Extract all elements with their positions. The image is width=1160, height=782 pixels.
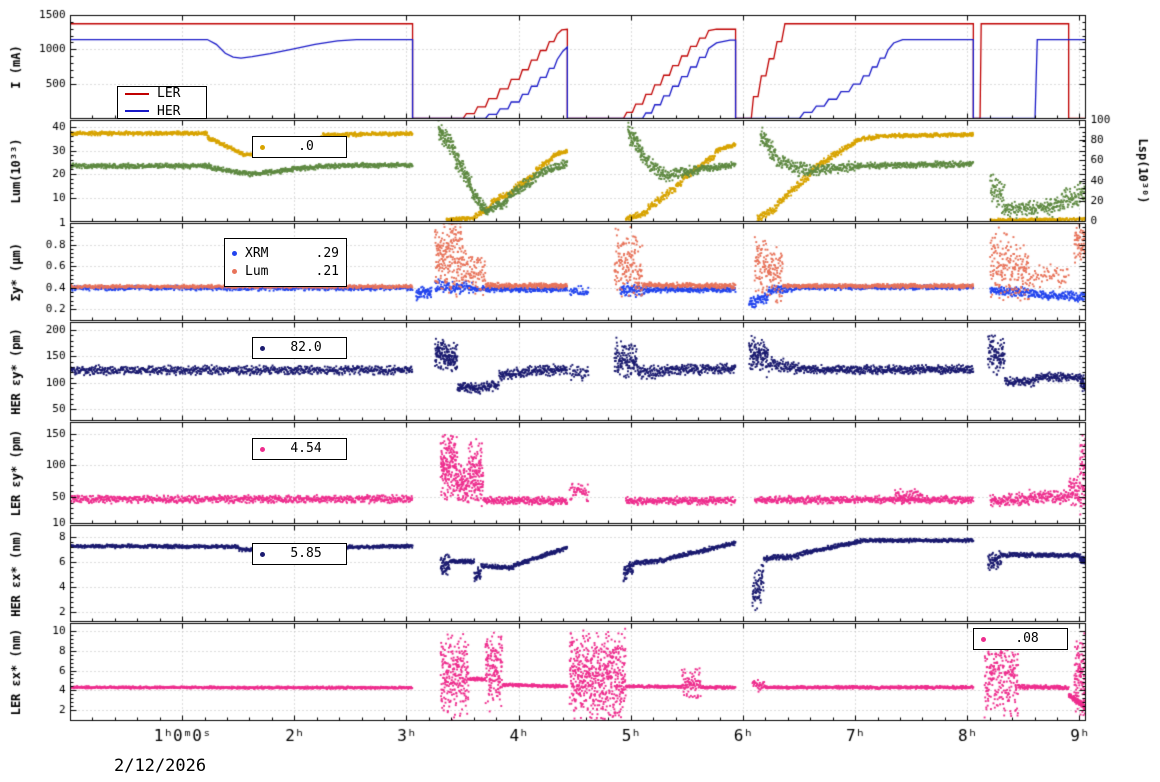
ler-line-sample-icon <box>125 92 149 95</box>
legend-value: .0 <box>298 139 314 155</box>
marker-dot-icon <box>232 268 237 274</box>
legend-value: 5.85 <box>290 546 322 562</box>
legend-entry: 82.0 <box>260 340 339 356</box>
ler-eps-x-legend: .08 <box>973 628 1068 650</box>
legend-label: LER <box>157 85 181 101</box>
legend-label: XRM <box>245 245 269 261</box>
legend-entry: .08 <box>981 631 1060 647</box>
legend-value: .21 <box>315 263 339 279</box>
luminosity-legend: .0 <box>252 136 347 158</box>
ler-eps-y-legend: 4.54 <box>252 438 347 460</box>
legend-entry: .0 <box>260 139 339 155</box>
her-line-sample-icon <box>125 110 149 113</box>
her-eps-x-legend: 5.85 <box>252 543 347 565</box>
date-label: 2/12/2026 <box>114 756 207 776</box>
legend-entry-xrm: XRM .29 <box>232 246 339 262</box>
marker-dot-icon <box>232 251 237 257</box>
marker-dot-icon <box>260 551 265 557</box>
legend-entry: 4.54 <box>260 441 339 457</box>
legend-value: .29 <box>315 245 339 261</box>
legend-label: HER <box>157 103 181 119</box>
legend-entry: 5.85 <box>260 546 339 562</box>
marker-dot-icon <box>260 144 265 150</box>
legend-entry-lum: Lum .21 <box>232 264 339 280</box>
current-legend: LER HER <box>117 86 207 119</box>
legend-label: Lum <box>245 263 269 279</box>
sigma-y-legend: XRM .29 Lum .21 <box>224 238 347 287</box>
her-eps-y-legend: 82.0 <box>252 337 347 359</box>
legend-entry-ler: LER <box>125 86 199 102</box>
marker-dot-icon <box>260 446 265 452</box>
legend-value: 4.54 <box>290 441 322 457</box>
marker-dot-icon <box>981 636 986 642</box>
legend-entry-her: HER <box>125 104 199 120</box>
legend-value: .08 <box>1015 631 1039 647</box>
marker-dot-icon <box>260 345 265 351</box>
legend-value: 82.0 <box>290 340 322 356</box>
